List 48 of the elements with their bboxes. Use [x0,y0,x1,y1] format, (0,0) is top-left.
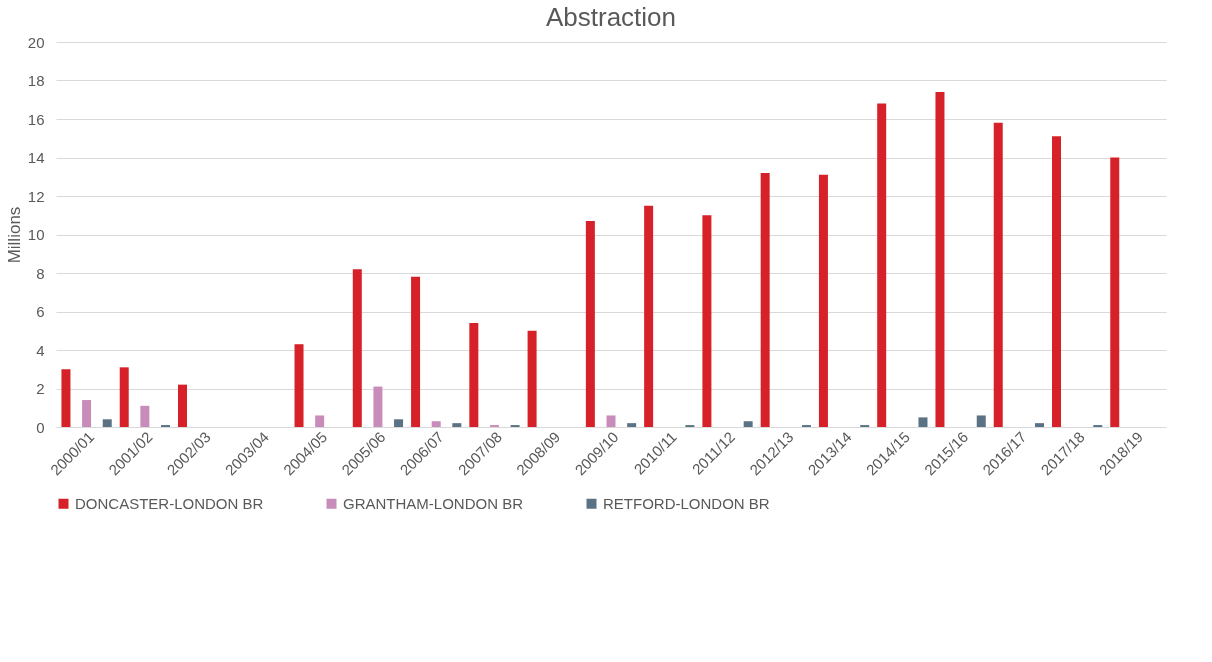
bar [315,415,325,427]
bar [469,323,479,427]
bar [177,384,187,427]
bar [294,344,304,427]
y-tick-label: 14 [27,149,45,166]
bar [61,369,71,427]
bar [1110,157,1120,427]
y-axis-title: Millions [4,206,24,264]
bar [918,417,928,427]
bar [702,215,712,427]
bar [585,221,595,427]
bar [818,174,828,427]
bar [452,423,462,427]
bar [373,386,383,427]
y-tick-label: 18 [27,72,45,89]
bar [644,205,654,427]
bar [877,103,887,427]
bar [993,122,1003,427]
y-tick-label: 8 [36,264,45,282]
bar [1035,423,1045,427]
legend-label: GRANTHAM-LONDON BR [343,494,524,512]
bar [411,276,421,427]
y-tick-label: 16 [27,110,45,128]
y-tick-label: 20 [27,33,45,51]
bar [119,367,129,427]
y-tick-label: 4 [36,341,45,359]
legend-label: DONCASTER-LONDON BR [75,494,264,512]
bar [394,419,404,427]
bar [140,405,150,427]
bar [606,415,616,427]
y-tick-label: 10 [27,226,45,243]
bar [431,421,441,427]
bar [352,269,362,427]
bar [760,172,770,427]
bar [627,423,637,427]
y-tick-label: 6 [36,303,45,320]
bar [743,421,753,427]
bar [527,330,537,427]
y-tick-label: 0 [36,418,45,436]
bar [102,419,112,427]
bar [976,415,986,427]
chart-title: Abstraction [545,2,677,32]
bar [82,400,92,427]
y-tick-label: 2 [36,380,45,397]
bar [1052,136,1062,427]
y-tick-label: 12 [27,187,45,205]
legend-label: RETFORD-LONDON BR [603,494,770,512]
bar [935,92,945,427]
